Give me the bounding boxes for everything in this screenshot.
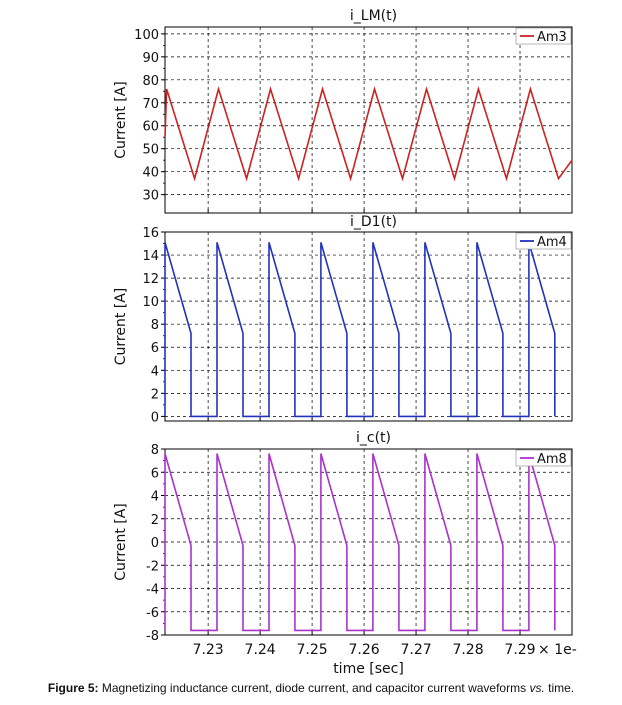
y-tick-label: 30 [142,189,159,204]
y-tick-label: 10 [142,295,159,310]
legend-label: Am3 [537,30,567,45]
caption-vs: vs. [529,681,545,695]
panel-title: i_LM(t) [350,8,397,24]
caption-text: Magnetizing inductance current, diode cu… [98,681,530,695]
y-tick-label: 0 [151,536,159,551]
y-tick-label: 12 [142,272,159,287]
y-tick-label: 2 [151,513,159,528]
x-tick-label: 7.23 [193,642,224,658]
y-tick-label: 4 [151,364,159,379]
y-tick-label: 100 [134,28,159,43]
y-tick-label: 0 [151,410,159,425]
x-tick-label: 7.29 [504,642,535,658]
y-tick-label: 8 [151,443,159,458]
plot-frame [164,231,573,422]
series-line-Am4 [164,242,556,418]
x-tick-label: 7.25 [297,642,328,658]
figure-caption: Figure 5: Magnetizing inductance current… [0,681,622,695]
panel-title: i_c(t) [356,430,391,446]
x-axis-scale-suffix: × 1e- [538,642,577,658]
x-tick-label: 7.28 [452,642,483,658]
legend-label: Am4 [537,235,567,250]
caption-text-end: time. [544,681,575,695]
y-tick-label: -8 [146,629,159,644]
y-tick-label: 4 [151,490,159,505]
legend-box [515,27,572,45]
panel-title: i_D1(t) [350,214,397,230]
y-tick-label: 2 [151,387,159,402]
caption-label: Figure 5: [47,681,99,695]
y-tick-label: 70 [142,97,159,112]
plot-panel-1: i_LM(t) 30 40 50 60 70 80 90 100 Current [A] Am3 [113,8,573,214]
y-tick-label: -2 [146,559,159,574]
y-tick-label: 14 [142,249,159,264]
x-tick-label: 7.27 [400,642,431,658]
y-tick-label: 6 [151,341,159,356]
x-tick-label: 7.24 [245,642,276,658]
plot-panel-3: i_c(t) -8 -6 -4 -2 0 2 4 6 8 Current [A] Am8 [113,430,573,644]
plot-frame [164,26,573,214]
x-axis-label: time [sec] [333,661,404,677]
y-axis-label: Current [A] [113,81,129,159]
y-axis-label: Current [A] [113,503,129,581]
y-tick-label: -4 [146,583,159,598]
y-tick-label: 6 [151,466,159,481]
y-tick-label: 16 [142,226,159,241]
legend: Am3 [515,27,572,45]
y-tick-label: 40 [142,166,159,181]
y-tick-label: 90 [142,51,159,66]
series-line-Am8 [164,453,556,632]
legend: Am8 [515,449,572,467]
y-tick-label: 80 [142,74,159,89]
legend-box [515,232,572,250]
y-tick-label: -6 [146,606,159,621]
series-line-Am3 [164,86,573,182]
legend-box [515,449,572,467]
legend: Am4 [515,232,572,250]
x-tick-label: 7.26 [348,642,379,658]
y-tick-label: 50 [142,143,159,158]
y-tick-label: 8 [151,318,159,333]
y-axis-label: Current [A] [113,288,129,366]
plot-panel-2: i_D1(t) 0 2 4 6 8 10 12 14 16 Current [A] Am4 [113,214,573,425]
y-tick-label: 60 [142,120,159,135]
legend-label: Am8 [537,452,567,467]
